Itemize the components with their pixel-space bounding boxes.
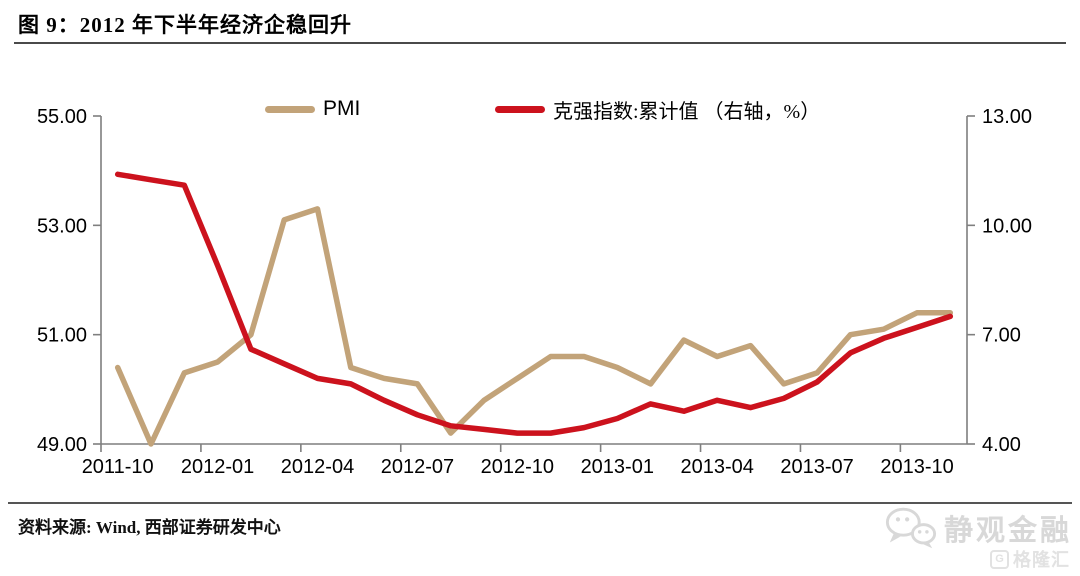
x-axis-tick-label: 2012-07 (381, 456, 454, 478)
legend-label-pmi: PMI (323, 97, 361, 120)
footer-divider (8, 502, 1072, 504)
left-axis-tick-label: 51.00 (37, 325, 87, 347)
left-axis-tick-label: 55.00 (37, 106, 87, 128)
watermark: 静观金融 G 格隆汇 (874, 500, 1074, 574)
wechat-icon (885, 507, 937, 549)
x-axis-tick-label: 2013-01 (581, 456, 654, 478)
right-axis-tick-label: 7.00 (982, 325, 1021, 347)
legend-label-keqiang: 克强指数:累计值 （右轴，%） (553, 100, 821, 123)
right-axis-tick-label: 4.00 (982, 434, 1021, 456)
keqiang-line-swatch (495, 105, 545, 113)
source-note: 资料来源: Wind, 西部证券研发中心 (18, 518, 281, 537)
left-axis-tick-label: 49.00 (37, 434, 87, 456)
pmi-line-swatch (265, 105, 315, 113)
wechat-watermark-text: 静观金融 (944, 515, 1073, 547)
right-axis-tick-label: 10.00 (982, 215, 1032, 237)
legend-item-pmi: PMI (265, 96, 360, 122)
x-axis-tick-label: 2011-10 (82, 456, 154, 478)
series-line-keqiang (114, 171, 954, 436)
x-axis-tick-label: 2012-01 (181, 456, 254, 478)
legend-item-keqiang: 克强指数:累计值 （右轴，%） (495, 96, 821, 123)
header-divider (14, 42, 1066, 44)
x-axis-tick-label: 2012-10 (481, 456, 554, 478)
series-line-pmi (114, 206, 954, 447)
x-axis-tick-label: 2013-04 (680, 456, 753, 478)
x-axis-tick-label: 2012-04 (281, 456, 354, 478)
wechat-watermark: 静观金融 (884, 506, 1072, 550)
figure-title: 图 9：2012 年下半年经济企稳回升 (18, 13, 352, 37)
left-axis-tick-label: 53.00 (37, 215, 87, 237)
right-axis-tick-label: 13.00 (982, 106, 1032, 128)
gelonghui-watermark-text: 格隆汇 (1013, 550, 1070, 570)
gelonghui-icon: G (990, 549, 1009, 569)
x-axis-tick-label: 2013-07 (780, 456, 853, 478)
gelonghui-watermark: G 格隆汇 (990, 546, 1070, 572)
x-axis-tick-label: 2013-10 (880, 456, 953, 478)
